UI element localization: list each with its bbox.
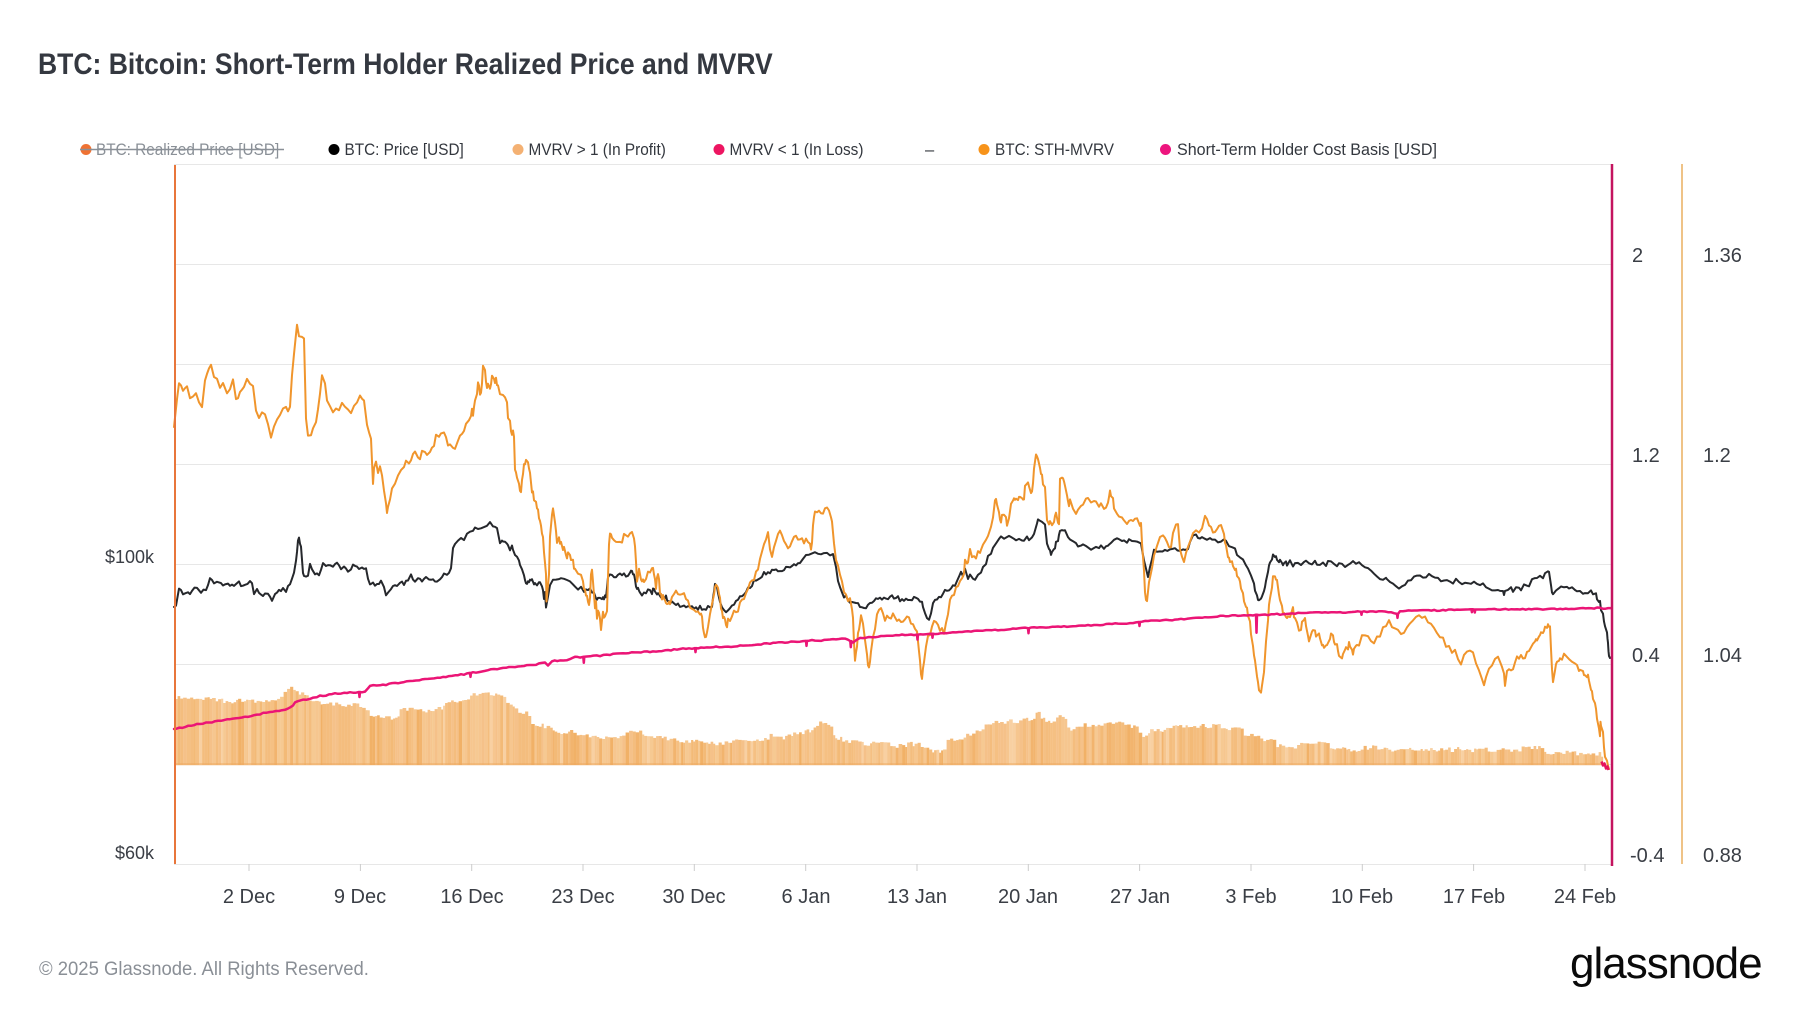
svg-text:MVRV > 1 (In Profit): MVRV > 1 (In Profit) (529, 142, 666, 160)
svg-text:20 Jan: 20 Jan (998, 886, 1058, 908)
svg-text:13 Jan: 13 Jan (887, 886, 947, 908)
svg-text:0.4: 0.4 (1632, 645, 1660, 667)
svg-text:1.2: 1.2 (1632, 445, 1660, 467)
svg-text:MVRV < 1 (In Loss): MVRV < 1 (In Loss) (730, 142, 864, 160)
svg-text:3 Feb: 3 Feb (1225, 886, 1276, 908)
svg-text:1.2: 1.2 (1703, 445, 1731, 467)
svg-text:$100k: $100k (105, 547, 155, 567)
svg-text:6 Jan: 6 Jan (782, 886, 831, 908)
svg-text:BTC: Price [USD]: BTC: Price [USD] (345, 142, 464, 160)
svg-text:17 Feb: 17 Feb (1443, 886, 1505, 908)
svg-text:–: – (925, 141, 935, 159)
svg-text:16 Dec: 16 Dec (440, 886, 503, 908)
svg-text:BTC: Realized Price [USD]: BTC: Realized Price [USD] (96, 142, 279, 160)
svg-text:1.04: 1.04 (1703, 645, 1742, 667)
svg-text:23 Dec: 23 Dec (551, 886, 614, 908)
svg-text:-0.4: -0.4 (1630, 845, 1664, 867)
svg-text:27 Jan: 27 Jan (1110, 886, 1170, 908)
svg-text:© 2025 Glassnode. All Rights R: © 2025 Glassnode. All Rights Reserved. (39, 958, 369, 979)
svg-text:9 Dec: 9 Dec (334, 886, 386, 908)
svg-text:2 Dec: 2 Dec (223, 886, 275, 908)
svg-text:glassnode: glassnode (1570, 939, 1762, 988)
svg-text:BTC: Bitcoin: Short-Term Holde: BTC: Bitcoin: Short-Term Holder Realized… (38, 48, 773, 82)
svg-text:10 Feb: 10 Feb (1331, 886, 1393, 908)
svg-text:BTC: STH-MVRV: BTC: STH-MVRV (995, 142, 1114, 160)
svg-text:0.88: 0.88 (1703, 845, 1742, 867)
svg-text:1.36: 1.36 (1703, 245, 1742, 267)
svg-text:24 Feb: 24 Feb (1554, 886, 1616, 908)
svg-text:2: 2 (1632, 245, 1643, 267)
svg-text:Short-Term Holder Cost Basis [: Short-Term Holder Cost Basis [USD] (1177, 141, 1437, 159)
svg-text:$60k: $60k (115, 843, 155, 863)
svg-text:30 Dec: 30 Dec (662, 886, 725, 908)
